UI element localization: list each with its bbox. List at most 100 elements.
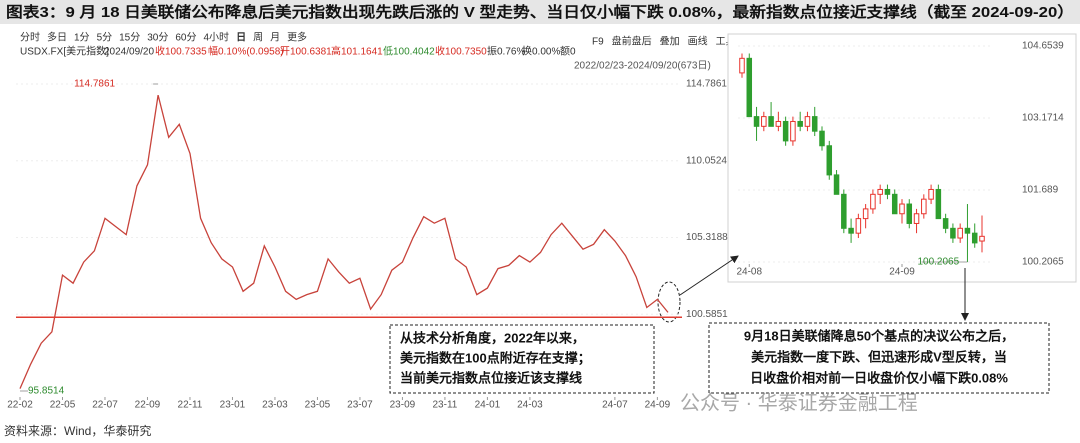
x-tick-label: 23-11 [432, 400, 457, 411]
candle-body [935, 188, 942, 220]
toolbar-item: 周 [253, 32, 263, 44]
toolbar-item: 60分 [175, 32, 196, 44]
x-tick-label: 24-07 [602, 400, 628, 411]
y-tick-label: 103.1714 [1022, 113, 1064, 124]
info-item: 换0.00% [522, 45, 560, 58]
plots: 100.5851 105.3188 110.0524 114.7861 22-02 22-… [7, 41, 1064, 411]
x-tick-label: 24-03 [517, 400, 543, 411]
info-item: 2024/09/20 [104, 47, 154, 58]
note-line: 从技术分析角度，2022年以来， [400, 330, 585, 345]
x-tick-label: 24-09 [889, 267, 915, 278]
candle-body [979, 235, 985, 242]
y-tick-label: 100.2065 [1022, 257, 1064, 268]
price-line [19, 94, 669, 389]
candle-body [782, 120, 789, 142]
x-tick-label: 24-08 [736, 267, 762, 278]
candle-body [870, 193, 876, 210]
date-range: 2022/02/23-2024/09/20(673日) [574, 61, 711, 72]
source: 资料来源：Wind，华泰研究 [4, 423, 151, 438]
x-tick-label: 23-07 [347, 400, 373, 411]
toolbar: 分时 多日 1分 5分 15分 30分 60分 4小时日周月更多 F9 盘前盘后 叠加 画线 工具 [20, 31, 736, 48]
candle-body [819, 130, 825, 147]
toolbar-item: 月 [270, 32, 280, 44]
x-tick-label: 22-05 [50, 400, 76, 411]
candle-body [797, 120, 803, 127]
toolbar-item: 更多 [287, 31, 307, 44]
candle-body [739, 57, 745, 74]
x-tick-label: 22-07 [92, 400, 118, 411]
candle-body [826, 145, 833, 176]
candle-body [841, 193, 847, 229]
info-item: 额0 [560, 45, 576, 58]
x-tick-label: 24-09 [645, 400, 671, 411]
x-tick-label: 23-09 [390, 400, 416, 411]
info-item: 振0.76% [487, 45, 525, 58]
x-tick-label: 23-05 [305, 400, 331, 411]
candle-body [928, 188, 934, 200]
toolbar-item: 30分 [147, 32, 168, 44]
toolbar-item: 分时 [20, 32, 40, 44]
y-tick-label: 104.6539 [1022, 41, 1064, 52]
inset-frame [727, 33, 1077, 283]
x-tick-label: 23-01 [220, 400, 246, 411]
info-item: 开100.6381 [280, 47, 332, 58]
toolbar-item: 叠加 [660, 36, 680, 48]
y-tick-label: 100.5851 [686, 309, 728, 320]
y-tick-label: 110.0524 [686, 155, 727, 166]
info-item: 收100.7350 [435, 45, 487, 58]
info-item: 高101.1641 [331, 45, 383, 58]
info-item: USDX.FX[美元指数] [20, 45, 109, 58]
candle-body [913, 213, 920, 224]
arrow [679, 255, 739, 296]
info-item: 收100.7335 [155, 45, 207, 58]
toolbar-item: 画线 [688, 35, 708, 48]
x-tick-label: 23-03 [262, 400, 288, 411]
candle-body [877, 188, 883, 195]
candle-body [971, 232, 978, 244]
annotation-label: 95.8514 [28, 386, 65, 397]
candle-body [855, 218, 862, 234]
info-line: USDX.FX[美元指数] 2024/09/20 收100.7335 幅0.10… [20, 45, 576, 58]
y-tick-label: 105.3188 [686, 232, 728, 243]
candle-body [833, 174, 840, 195]
candle-body [899, 203, 905, 215]
highlight-ellipse [657, 281, 681, 323]
note-line: 美元指数一度下跌、但迅速形成V型反转，当 [751, 349, 1007, 364]
x-tick-label: 22-02 [7, 400, 33, 411]
x-tick-label: 22-09 [135, 400, 161, 411]
title: 图表3：9 月 18 日美联储公布降息后美元指数出现先跌后涨的 V 型走势、当日… [6, 3, 1074, 21]
candle-body [753, 116, 760, 127]
toolbar-item: 1分 [74, 32, 90, 44]
note-box [389, 324, 655, 394]
candle-body [768, 116, 774, 127]
watermark: 公众号 · 华泰证券金融工程 [680, 391, 918, 414]
toolbar-item: 4小时 [204, 32, 230, 44]
candle-body [862, 208, 869, 220]
y-tick-label: 114.7861 [686, 79, 727, 90]
candle-body [790, 120, 796, 142]
candle-body [775, 120, 782, 127]
note-line: 当前美元指数点位接近该支撑线 [400, 370, 582, 385]
x-tick-label: 24-01 [475, 400, 501, 411]
note-line: 美元指数在100点附近存在支撑； [400, 350, 591, 366]
info-item: 低100.4042 [383, 45, 435, 58]
candle-body [746, 57, 753, 118]
candle-body [811, 116, 818, 132]
toolbar-item: 15分 [119, 32, 140, 44]
annotation-label: 100.2065 [917, 257, 959, 268]
toolbar-item: 日 [236, 32, 246, 44]
toolbar-item: 多日 [47, 31, 67, 44]
candle-body [761, 116, 767, 127]
toolbar-item: F9 [592, 37, 604, 48]
candle-body [950, 227, 956, 239]
note-box [708, 322, 1050, 394]
candle-body [848, 227, 854, 234]
title-bar [0, 0, 1080, 24]
candle-body [964, 227, 971, 234]
x-tick-label: 22-11 [178, 400, 203, 411]
candle-body [921, 198, 927, 215]
annotation-label: 114.7861 [74, 79, 115, 90]
note-line: 9月18日美联储降息50个基点的决议公布之后， [744, 328, 1014, 343]
note-line: 日收盘价相对前一日收盘价仅小幅下跌0.08% [750, 370, 1008, 385]
